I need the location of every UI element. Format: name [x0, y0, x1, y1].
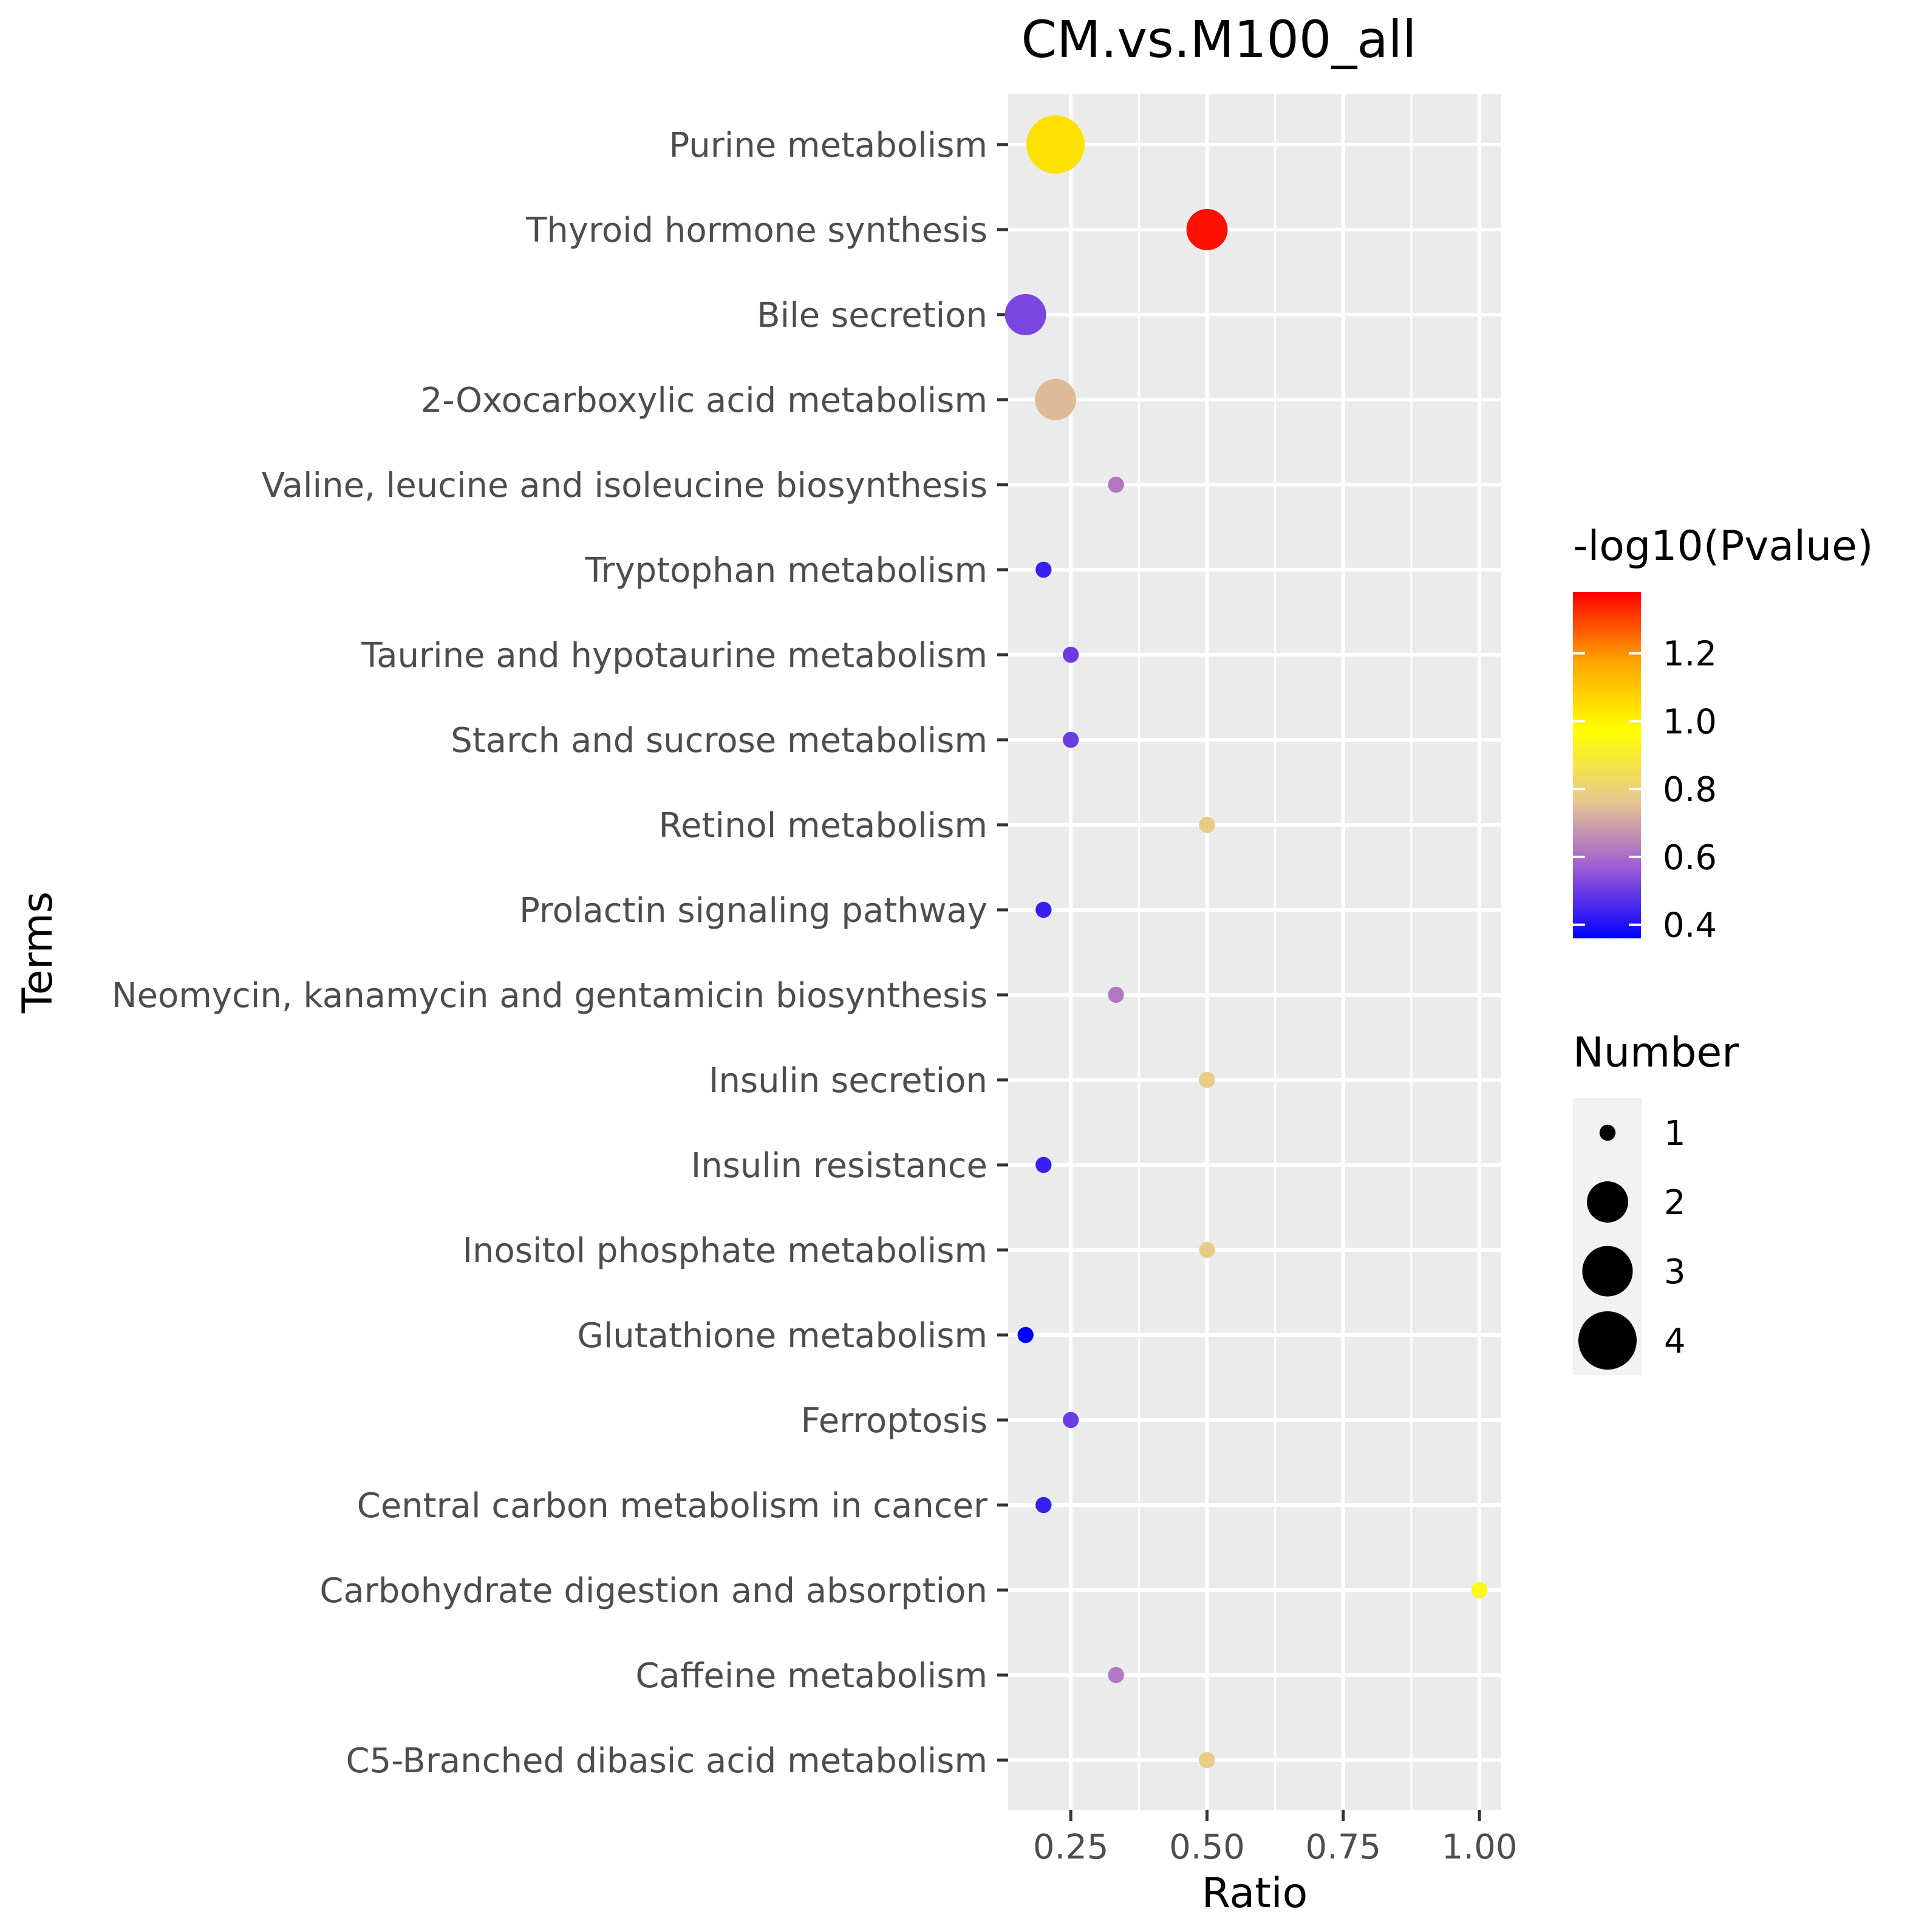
y-tick-label: C5-Branched dibasic acid metabolism: [346, 1741, 987, 1781]
y-tick-label: Valine, leucine and isoleucine biosynthe…: [262, 466, 987, 505]
size-legend-label: 3: [1664, 1252, 1686, 1292]
data-point: [1108, 476, 1124, 493]
y-tick-label: Tryptophan metabolism: [585, 551, 987, 590]
y-tick-label: Ferroptosis: [801, 1401, 987, 1441]
data-point: [1035, 379, 1077, 420]
color-legend-title: -log10(Pvalue): [1573, 522, 1874, 570]
y-tick-label: Purine metabolism: [669, 126, 987, 165]
data-point: [1062, 1411, 1079, 1429]
size-legend-label: 1: [1664, 1114, 1686, 1153]
data-point: [1035, 1497, 1052, 1514]
data-point: [1186, 209, 1228, 250]
data-point: [1035, 561, 1052, 578]
size-legend-dot: [1599, 1124, 1616, 1141]
data-point: [1199, 1752, 1215, 1769]
color-bar-label: 1.2: [1663, 635, 1717, 674]
y-tick-label: Glutathione metabolism: [577, 1316, 987, 1356]
x-tick-label: 1.00: [1442, 1828, 1518, 1867]
size-legend-title: Number: [1573, 1029, 1739, 1077]
data-point: [1199, 1241, 1215, 1258]
y-tick-label: Inositol phosphate metabolism: [462, 1231, 987, 1271]
y-tick-label: Starch and sucrose metabolism: [451, 721, 987, 760]
color-bar-label: 0.4: [1663, 906, 1717, 946]
y-tick-label: Taurine and hypotaurine metabolism: [361, 636, 987, 675]
data-point: [1108, 986, 1124, 1003]
x-tick-label: 0.75: [1305, 1828, 1381, 1867]
data-point: [1108, 1667, 1124, 1684]
data-point: [1004, 294, 1046, 335]
y-tick-label: Insulin secretion: [709, 1061, 987, 1101]
data-point: [1062, 646, 1079, 663]
y-tick-label: Prolactin signaling pathway: [519, 891, 987, 930]
size-legend-label: 2: [1664, 1183, 1686, 1223]
color-bar: [1573, 592, 1641, 938]
y-axis-title: Terms: [14, 892, 62, 1014]
size-legend-dot: [1578, 1311, 1637, 1370]
y-tick-label: 2-Oxocarboxylic acid metabolism: [421, 381, 987, 420]
data-point: [1199, 1071, 1215, 1088]
x-tick-label: 0.50: [1169, 1828, 1245, 1867]
y-tick-label: Carbohydrate digestion and absorption: [319, 1571, 987, 1611]
data-point: [1199, 816, 1215, 833]
y-tick-label: Retinol metabolism: [659, 806, 987, 845]
y-tick-label: Thyroid hormone synthesis: [525, 211, 987, 250]
x-axis-title: Ratio: [1202, 1869, 1308, 1917]
plot-panel: [1008, 94, 1501, 1810]
chart-title: CM.vs.M100_all: [1021, 10, 1417, 69]
data-point: [1035, 1156, 1052, 1173]
color-bar-label: 1.0: [1663, 702, 1717, 742]
color-bar-label: 0.6: [1663, 838, 1717, 878]
y-tick-label: Neomycin, kanamycin and gentamicin biosy…: [112, 976, 987, 1015]
x-tick-label: 0.25: [1033, 1828, 1109, 1867]
y-tick-label: Central carbon metabolism in cancer: [357, 1486, 988, 1526]
size-legend-label: 4: [1664, 1322, 1686, 1361]
data-point: [1017, 1326, 1034, 1343]
size-legend-dot: [1582, 1246, 1633, 1297]
data-point: [1026, 115, 1085, 174]
y-tick-label: Insulin resistance: [691, 1146, 987, 1186]
data-point: [1062, 731, 1079, 748]
data-point: [1471, 1582, 1488, 1599]
y-tick-label: Caffeine metabolism: [635, 1656, 987, 1696]
y-tick-label: Bile secretion: [757, 296, 987, 335]
size-legend-dot: [1587, 1181, 1628, 1223]
data-point: [1035, 901, 1052, 918]
color-bar-label: 0.8: [1663, 770, 1717, 810]
